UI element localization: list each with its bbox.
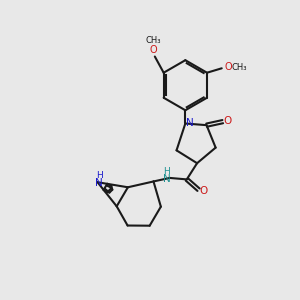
Text: H: H — [96, 171, 102, 180]
Text: CH₃: CH₃ — [146, 36, 161, 45]
Text: O: O — [224, 62, 232, 72]
Text: H: H — [163, 167, 169, 176]
Text: N: N — [95, 178, 103, 188]
Text: N: N — [186, 118, 193, 128]
Text: CH₃: CH₃ — [232, 63, 247, 72]
Text: O: O — [224, 116, 232, 126]
Text: O: O — [149, 45, 157, 55]
Text: O: O — [199, 187, 207, 196]
Text: N: N — [163, 173, 171, 184]
